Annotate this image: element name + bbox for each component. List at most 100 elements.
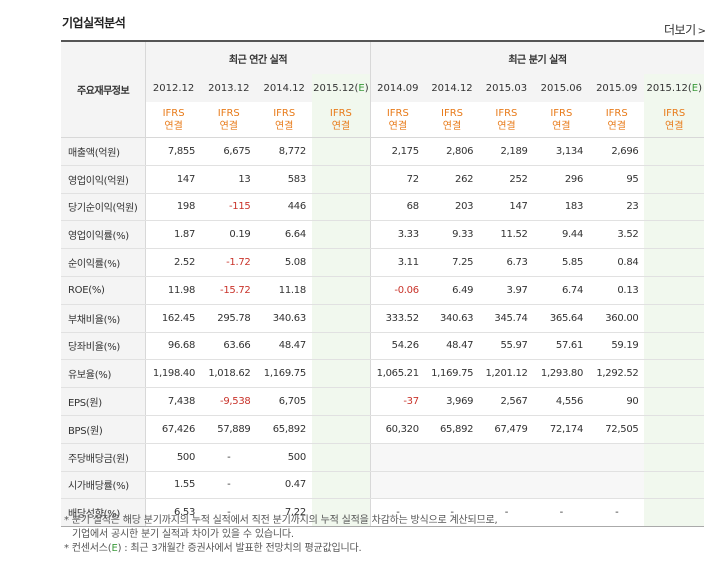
table-cell: [311, 276, 371, 305]
table-cell: 0.47: [256, 471, 312, 500]
row-label: ROE(%): [61, 276, 146, 305]
footnote-2: * 컨센서스(E) : 최근 3개월간 증권사에서 발표한 전망치의 평균값입니…: [64, 543, 362, 554]
table-row: 주당배당금(원) 500-500: [61, 443, 704, 472]
table-cell: 72,174: [533, 415, 590, 444]
table-cell: 2.52: [145, 248, 202, 277]
table-cell: 57.61: [533, 332, 590, 361]
table-cell: 23: [589, 193, 645, 222]
table-cell: 147: [145, 165, 202, 194]
row-label: 매출액(억원): [61, 137, 146, 166]
table-cell: 0.19: [201, 220, 257, 250]
table-cell: 1,292.52: [589, 359, 645, 389]
table-cell: 5.08: [256, 248, 312, 277]
table-cell: 11.52: [479, 220, 534, 250]
table-cell: -: [369, 498, 425, 528]
table-cell: 0.84: [589, 248, 645, 277]
table-cell: 1.87: [145, 220, 202, 250]
table-cell: [311, 443, 371, 472]
table-cell: 8,772: [256, 137, 312, 166]
table-cell: [311, 137, 371, 166]
table-cell: 296: [533, 165, 590, 194]
table-cell: [311, 387, 371, 416]
table-cell: [533, 471, 590, 500]
table-cell: [644, 248, 704, 277]
table-cell: [644, 498, 704, 528]
period-header: 2012.12: [145, 74, 202, 102]
table-cell: 3.97: [479, 276, 534, 305]
period-header: 2015.09: [589, 74, 645, 102]
table-cell: 60,320: [369, 415, 425, 444]
table-cell: [589, 471, 645, 500]
period-header: 2015.12(E): [311, 74, 371, 102]
table-row: 당기순이익(억원) 198 -115 446 68 203 147 183 23: [61, 193, 704, 222]
table-cell: [644, 471, 704, 500]
table-cell: 6.49: [424, 276, 480, 305]
table-cell: 6.73: [479, 248, 534, 277]
period-header: 2015.12(E): [644, 74, 704, 102]
period-header: 2014.09: [369, 74, 425, 102]
basis-header: IFRS 연결: [369, 102, 425, 138]
table-cell: 9.44: [533, 220, 590, 250]
table-cell: 3.52: [589, 220, 645, 250]
period-header: 2015.03: [479, 74, 534, 102]
table-cell: [424, 471, 480, 500]
table-row: 당좌비율(%) 96.68 63.66 48.47 54.26 48.47 55.97 57.…: [61, 332, 704, 361]
basis-header: IFRS 연결: [589, 102, 645, 138]
table-cell: [644, 137, 704, 166]
table-cell: [644, 332, 704, 361]
table-row: 영업이익률(%) 1.87 0.19 6.64 3.33 9.33 11.52 9.44 3.5…: [61, 220, 704, 250]
table-cell: 147: [479, 193, 534, 222]
table-cell: 67,479: [479, 415, 534, 444]
table-cell: [369, 443, 425, 472]
basis-header: IFRS 연결: [479, 102, 534, 138]
table-cell: 2,567: [479, 387, 534, 416]
footnotes: * 분기 실적은 해당 분기까지의 누적 실적에서 직전 분기까지의 누적 실적…: [64, 514, 498, 556]
table-row: BPS(원) 67,426 57,889 65,892 60,320 65,892 67,4…: [61, 415, 704, 444]
table-cell: 95: [589, 165, 645, 194]
table-cell: 345.74: [479, 304, 534, 333]
basis-header: IFRS 연결: [533, 102, 590, 138]
table-cell: [311, 415, 371, 444]
basis-header: IFRS 연결: [256, 102, 312, 138]
table-cell: 11.18: [256, 276, 312, 305]
more-link[interactable]: 더보기 >: [664, 21, 706, 38]
basis-header: IFRS 연결: [145, 102, 202, 138]
table-cell: 1,018.62: [201, 359, 257, 389]
table-cell: [589, 443, 645, 472]
table-cell: 6,705: [256, 387, 312, 416]
table-cell: -15.72: [201, 276, 257, 305]
row-label: 부채비율(%): [61, 304, 146, 333]
table-cell: 72,505: [589, 415, 645, 444]
table-cell: 3.33: [369, 220, 425, 250]
table-cell: 55.97: [479, 332, 534, 361]
table-cell: -: [424, 498, 480, 528]
table-cell: 500: [145, 443, 202, 472]
more-label: 더보기: [664, 23, 696, 37]
row-label: 배당성향(%): [61, 498, 146, 528]
table-cell: [644, 443, 704, 472]
table-cell: 65,892: [256, 415, 312, 444]
table-cell: 54.26: [369, 332, 425, 361]
table-cell: 3,969: [424, 387, 480, 416]
table-cell: 9.33: [424, 220, 480, 250]
table-cell: [644, 165, 704, 194]
group-annual: 최근 연간 실적: [145, 40, 371, 74]
table-cell: 295.78: [201, 304, 257, 333]
table-cell: 360.00: [589, 304, 645, 333]
table-cell: 2,175: [369, 137, 425, 166]
table-cell: -9,538: [201, 387, 257, 416]
table-cell: 162.45: [145, 304, 202, 333]
row-label: 영업이익(억원): [61, 165, 146, 194]
table-cell: 500: [256, 443, 312, 472]
table-cell: 96.68: [145, 332, 202, 361]
table-cell: 446: [256, 193, 312, 222]
table-cell: 63.66: [201, 332, 257, 361]
basis-header: IFRS 연결: [311, 102, 371, 138]
table-cell: 6.64: [256, 220, 312, 250]
table-cell: 7,855: [145, 137, 202, 166]
table-cell: [644, 387, 704, 416]
table-cell: 13: [201, 165, 257, 194]
table-cell: [369, 471, 425, 500]
table-cell: -: [533, 498, 590, 528]
table-cell: 6.74: [533, 276, 590, 305]
